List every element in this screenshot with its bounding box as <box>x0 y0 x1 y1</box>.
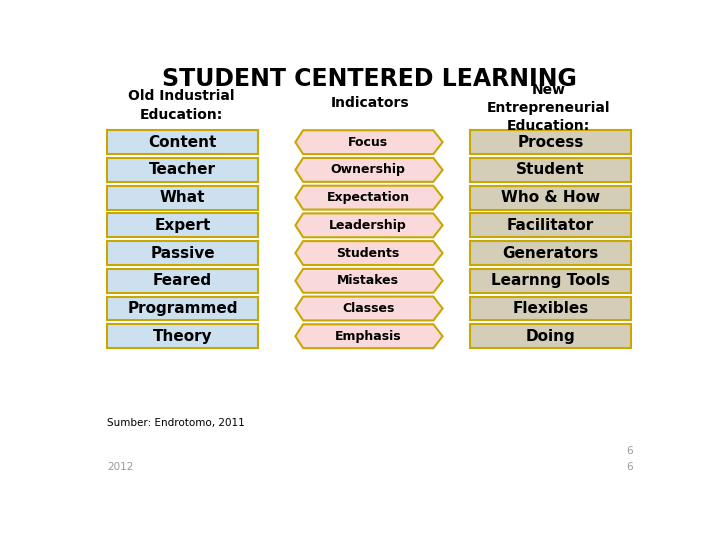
Text: Indicators: Indicators <box>331 96 410 110</box>
FancyBboxPatch shape <box>469 325 631 348</box>
Text: Programmed: Programmed <box>127 301 238 316</box>
Text: Theory: Theory <box>153 329 212 344</box>
FancyBboxPatch shape <box>469 269 631 293</box>
Text: Classes: Classes <box>342 302 395 315</box>
Text: Facilitator: Facilitator <box>507 218 594 233</box>
Polygon shape <box>295 186 443 210</box>
Polygon shape <box>295 241 443 265</box>
FancyBboxPatch shape <box>107 241 258 265</box>
FancyBboxPatch shape <box>469 186 631 210</box>
Text: Passive: Passive <box>150 246 215 261</box>
FancyBboxPatch shape <box>469 158 631 182</box>
Polygon shape <box>295 213 443 237</box>
Text: Leadership: Leadership <box>329 219 407 232</box>
Text: Process: Process <box>517 134 583 150</box>
FancyBboxPatch shape <box>469 130 631 154</box>
Text: Generators: Generators <box>503 246 598 261</box>
Polygon shape <box>295 325 443 348</box>
FancyBboxPatch shape <box>469 241 631 265</box>
Polygon shape <box>295 158 443 182</box>
Text: Focus: Focus <box>348 136 388 148</box>
Text: Mistakes: Mistakes <box>337 274 399 287</box>
FancyBboxPatch shape <box>107 213 258 237</box>
Text: 2012: 2012 <box>107 462 133 472</box>
FancyBboxPatch shape <box>469 213 631 237</box>
Text: Content: Content <box>148 134 217 150</box>
Polygon shape <box>295 130 443 154</box>
Text: Student: Student <box>516 163 585 178</box>
FancyBboxPatch shape <box>107 186 258 210</box>
Text: Flexibles: Flexibles <box>512 301 588 316</box>
Text: Emphasis: Emphasis <box>335 330 402 343</box>
Polygon shape <box>295 296 443 320</box>
Text: Old Industrial
Education:: Old Industrial Education: <box>128 90 235 122</box>
Text: 6: 6 <box>626 462 632 472</box>
FancyBboxPatch shape <box>107 325 258 348</box>
FancyBboxPatch shape <box>469 296 631 320</box>
FancyBboxPatch shape <box>107 158 258 182</box>
Text: What: What <box>160 190 205 205</box>
Text: Feared: Feared <box>153 273 212 288</box>
Text: Expert: Expert <box>154 218 211 233</box>
Text: Who & How: Who & How <box>501 190 600 205</box>
Text: Teacher: Teacher <box>149 163 216 178</box>
Text: STUDENT CENTERED LEARNING: STUDENT CENTERED LEARNING <box>161 66 577 91</box>
Text: Learnng Tools: Learnng Tools <box>491 273 610 288</box>
Polygon shape <box>295 269 443 293</box>
FancyBboxPatch shape <box>107 296 258 320</box>
FancyBboxPatch shape <box>107 269 258 293</box>
Text: 6: 6 <box>626 447 632 456</box>
Text: Expectation: Expectation <box>327 191 410 204</box>
FancyBboxPatch shape <box>107 130 258 154</box>
Text: Doing: Doing <box>526 329 575 344</box>
Text: New
Entrepreneurial
Education:: New Entrepreneurial Education: <box>487 83 611 133</box>
Text: Sumber: Endrotomo, 2011: Sumber: Endrotomo, 2011 <box>107 418 245 428</box>
Text: Ownership: Ownership <box>330 164 405 177</box>
Text: Students: Students <box>337 247 400 260</box>
